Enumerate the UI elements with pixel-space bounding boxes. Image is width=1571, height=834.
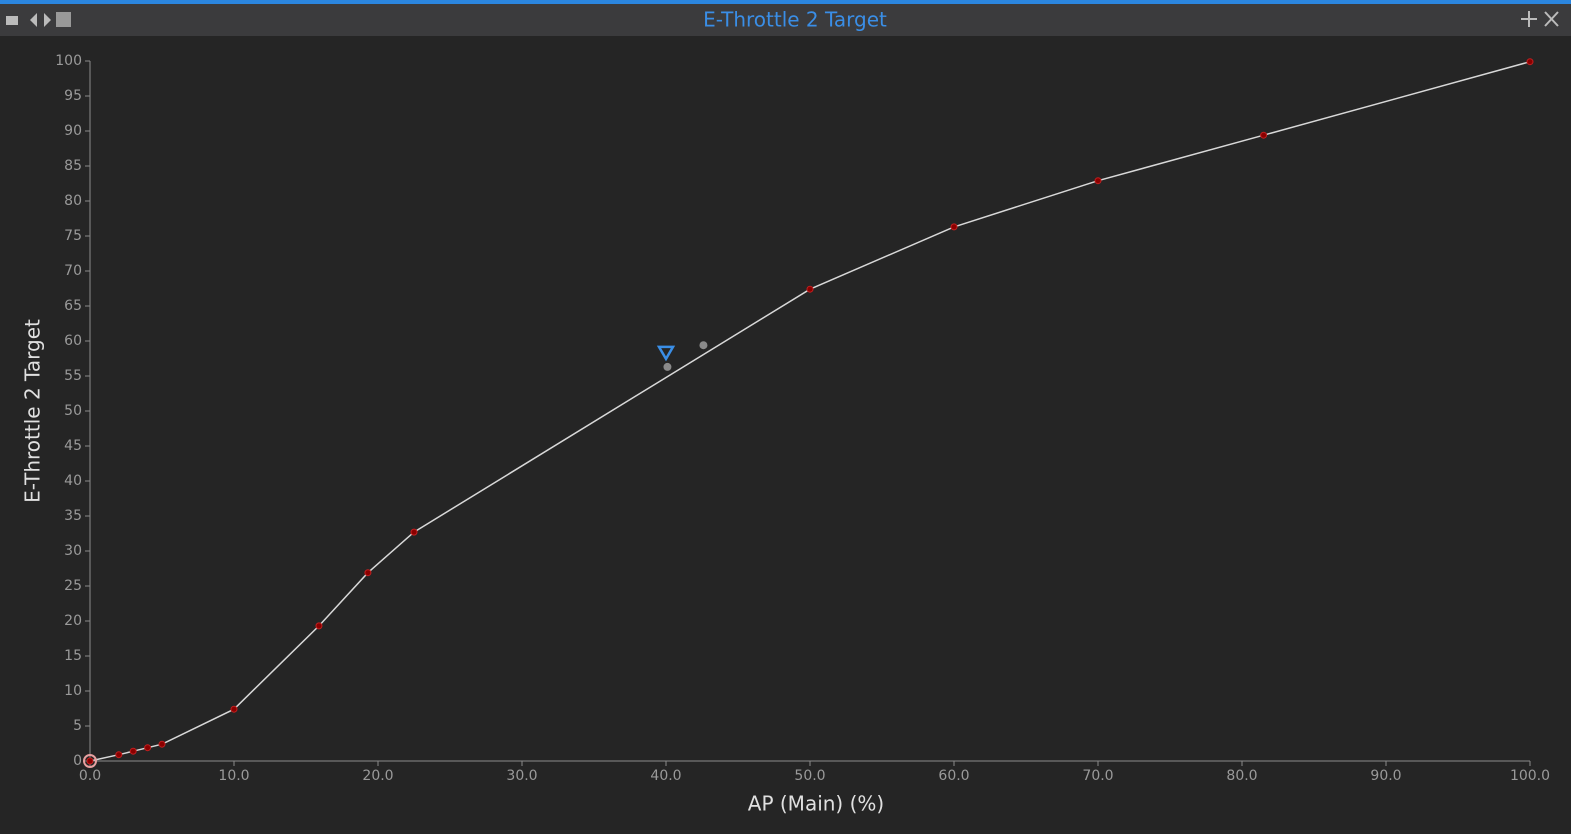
y-tick-label: 75: [64, 228, 82, 244]
y-axis-title: E-Throttle 2 Target: [21, 319, 45, 503]
y-tick-label: 100: [55, 53, 82, 69]
lock-icon[interactable]: [6, 16, 18, 25]
y-tick-label: 35: [64, 508, 82, 524]
y-tick-label: 0: [73, 753, 82, 769]
x-tick-label: 0.0: [79, 768, 101, 784]
y-tick-label: 30: [64, 543, 82, 559]
y-tick-label: 45: [64, 438, 82, 454]
y-tick-label: 40: [64, 473, 82, 489]
window-controls[interactable]: [1521, 11, 1559, 27]
cursor-marker: [656, 345, 676, 362]
y-tick-label: 90: [64, 123, 82, 139]
x-tick-label: 40.0: [650, 768, 681, 784]
focus-bar: [0, 0, 1571, 4]
prev-icon[interactable]: [30, 13, 37, 27]
close-icon[interactable]: [1544, 11, 1559, 27]
y-tick-label: 80: [64, 193, 82, 209]
data-point: [1260, 131, 1268, 139]
data-point: [410, 528, 418, 536]
next-icon[interactable]: [44, 13, 51, 27]
selected-ring: [83, 754, 97, 768]
data-point: [364, 569, 372, 577]
y-tick-label: 25: [64, 578, 82, 594]
x-tick-label: 10.0: [218, 768, 249, 784]
x-tick-label: 70.0: [1082, 768, 1113, 784]
data-point: [230, 705, 238, 713]
data-point: [950, 223, 958, 231]
x-tick-label: 90.0: [1370, 768, 1401, 784]
window-title: E-Throttle 2 Target: [703, 8, 887, 32]
data-point: [315, 622, 323, 630]
highlight-point: [663, 362, 672, 371]
toolbar-icons[interactable]: [6, 12, 71, 27]
y-tick-label: 50: [64, 403, 82, 419]
data-point: [806, 285, 814, 293]
y-tick-label: 85: [64, 158, 82, 174]
x-tick-label: 80.0: [1226, 768, 1257, 784]
data-point: [1094, 177, 1102, 185]
y-tick-label: 70: [64, 263, 82, 279]
y-tick-label: 20: [64, 613, 82, 629]
x-tick-label: 30.0: [506, 768, 537, 784]
data-point: [158, 740, 166, 748]
y-tick-label: 5: [73, 718, 82, 734]
table-icon[interactable]: [56, 12, 71, 27]
data-point: [86, 757, 94, 765]
y-tick-label: 10: [64, 683, 82, 699]
y-tick-label: 55: [64, 368, 82, 384]
y-tick-label: 15: [64, 648, 82, 664]
y-tick-label: 95: [64, 88, 82, 104]
x-tick-label: 20.0: [362, 768, 393, 784]
highlight-point: [699, 341, 708, 350]
x-tick-label: 100.0: [1510, 768, 1550, 784]
y-tick-label: 65: [64, 298, 82, 314]
y-tick-label: 60: [64, 333, 82, 349]
data-point: [115, 751, 123, 759]
x-axis-title: AP (Main) (%): [748, 792, 884, 816]
x-tick-label: 50.0: [794, 768, 825, 784]
data-point: [144, 744, 152, 752]
data-point: [129, 747, 137, 755]
title-bar: [0, 4, 1571, 36]
x-tick-label: 60.0: [938, 768, 969, 784]
data-point: [1526, 58, 1534, 66]
